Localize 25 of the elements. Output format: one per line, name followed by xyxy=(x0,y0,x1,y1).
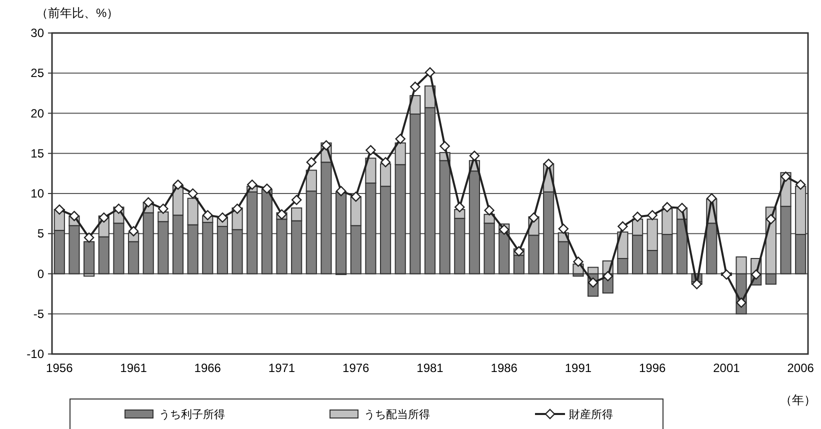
x-tick-label: 1956 xyxy=(46,361,74,375)
y-tick-label: 5 xyxy=(37,226,44,241)
y-tick-label: 15 xyxy=(30,146,44,160)
y-tick-label: 10 xyxy=(30,186,44,200)
x-tick-label: 1976 xyxy=(342,361,370,375)
legend-label: 財産所得 xyxy=(569,408,613,421)
x-tick-label: 2001 xyxy=(713,361,740,375)
x-tick-label: 1986 xyxy=(490,361,518,375)
legend-label: うち利子所得 xyxy=(159,408,225,421)
y-tick-label: 30 xyxy=(30,26,44,40)
x-axis-title: （年） xyxy=(780,393,816,407)
x-tick-label: 1961 xyxy=(120,361,148,375)
x-tick-label: 1966 xyxy=(194,361,222,375)
x-tick-label: 2006 xyxy=(787,361,814,375)
y-axis-title: （前年比、%） xyxy=(36,6,119,20)
x-tick-label: 1971 xyxy=(268,361,296,375)
y-tick-label: 25 xyxy=(30,66,44,80)
y-tick-label: 0 xyxy=(37,266,44,281)
x-tick-label: 1991 xyxy=(564,361,592,375)
x-tick-label: 1996 xyxy=(639,361,666,375)
y-tick-label: 20 xyxy=(30,106,44,120)
y-tick-label: -5 xyxy=(33,306,44,321)
y-tick-label: -10 xyxy=(26,347,44,361)
x-tick-label: 1981 xyxy=(416,361,444,375)
legend-label: うち配当所得 xyxy=(364,408,430,421)
